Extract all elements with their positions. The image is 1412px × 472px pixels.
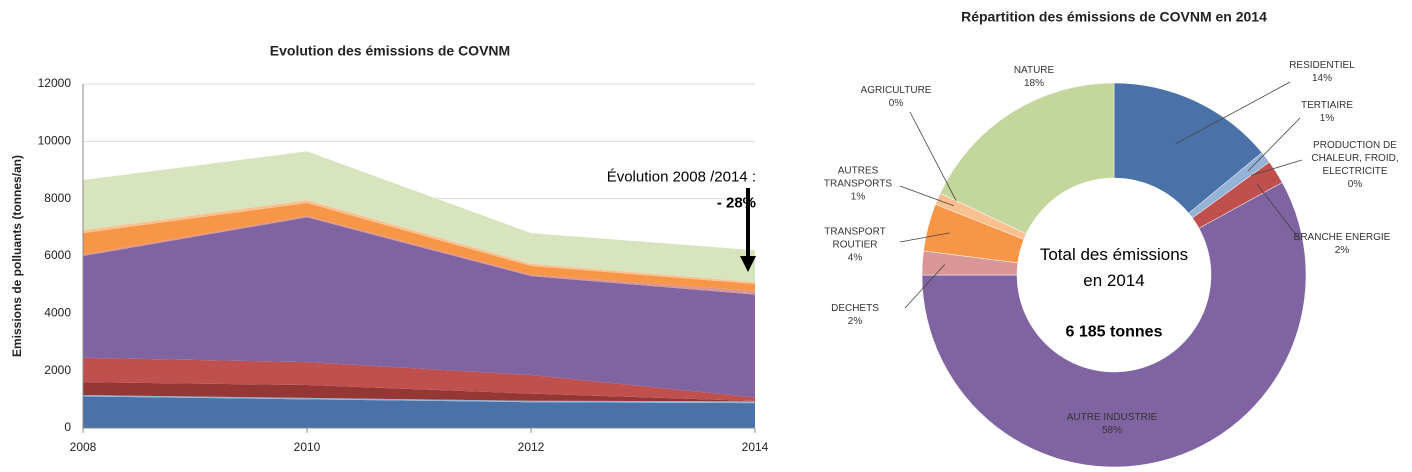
slice-value: 2% (1334, 245, 1350, 256)
slice-value: 14% (1311, 73, 1332, 84)
area-series (83, 382, 755, 402)
area-series (83, 396, 755, 428)
slice-label: TRANSPORT ROUTIER 4% (815, 226, 895, 265)
y-tick-label: 0 (64, 420, 71, 434)
slice-category: AUTRE INDUSTRIE (1066, 412, 1158, 423)
slice-value: 0% (888, 98, 904, 109)
slice-label: AUTRES TRANSPORTS 1% (818, 165, 898, 204)
slice-label: AGRICULTURE 0% (851, 84, 941, 110)
area-series (83, 217, 755, 398)
slice-value: 1% (850, 191, 866, 203)
slice-category: PRODUCTION DE CHALEUR, FROID, ELECTRICIT… (1311, 140, 1399, 177)
slice-category: AGRICULTURE (860, 85, 932, 96)
area-title: Evolution des émissions de COVNM (270, 43, 510, 59)
slice-value: 0% (1347, 179, 1363, 190)
leader-line (899, 185, 954, 207)
x-tick-label: 2010 (294, 440, 321, 454)
y-tick-label: 6000 (44, 248, 71, 262)
slice-value: 58% (1101, 425, 1122, 436)
area-series (83, 215, 755, 295)
donut-slice (939, 82, 1115, 235)
slice-label: DECHETS 2% (820, 302, 890, 328)
leader-line (899, 232, 950, 243)
y-tick-label: 12000 (38, 76, 72, 90)
slice-label: RESIDENTIEL 14% (1277, 59, 1367, 85)
x-tick-label: 2012 (518, 440, 545, 454)
slice-category: NATURE (1013, 65, 1055, 76)
slice-category: TRANSPORT ROUTIER (824, 226, 886, 251)
slice-label: TERTIAIRE 1% (1292, 99, 1362, 125)
annotation: Évolution 2008 /2014 : (606, 168, 756, 186)
leader-line (1251, 159, 1303, 176)
donut-center-text: Total des émissions en 2014 (1039, 245, 1189, 290)
leader-line (904, 264, 946, 309)
y-tick-label: 10000 (38, 134, 72, 148)
slice-category: AUTRES TRANSPORTS (823, 165, 893, 190)
y-tick-label: 8000 (44, 191, 71, 205)
slice-value: 1% (1319, 113, 1335, 124)
leader-line (1256, 183, 1301, 241)
area-series (83, 357, 755, 401)
slice-category: DECHETS (831, 303, 879, 314)
slice-label: NATURE 18% (1004, 64, 1064, 90)
y-tick-label: 4000 (44, 306, 71, 320)
y-axis-label: Emissions de polluants (tonnes/an) (10, 155, 24, 357)
leader-line (909, 111, 957, 201)
donut-title: Répartition des émissions de COVNM en 20… (961, 9, 1267, 25)
area-series (83, 395, 755, 404)
leader-line (1175, 81, 1291, 145)
donut-slice (921, 182, 1307, 468)
area-series (83, 151, 755, 283)
slice-category: RESIDENTIEL (1289, 60, 1355, 71)
slice-label: BRANCHE ENERGIE 2% (1282, 231, 1402, 257)
arrow-head (740, 256, 756, 272)
leader-line (1247, 117, 1301, 172)
x-tick-label: 2008 (70, 440, 97, 454)
slice-value: 4% (847, 252, 863, 264)
x-tick-label: 2014 (742, 440, 769, 454)
area-series (83, 202, 755, 292)
slice-label: PRODUCTION DE CHALEUR, FROID, ELECTRICIT… (1300, 139, 1410, 191)
slice-value: 2% (847, 316, 863, 327)
donut-center-total: 6 185 tonnes (1065, 323, 1163, 341)
slice-value: 18% (1023, 78, 1044, 89)
slice-category: TERTIAIRE (1300, 100, 1354, 111)
annotation: - 28% (716, 194, 756, 212)
slice-label: AUTRE INDUSTRIE 58% (1052, 411, 1172, 437)
y-tick-label: 2000 (44, 363, 71, 377)
slice-category: BRANCHE ENERGIE (1293, 232, 1391, 243)
